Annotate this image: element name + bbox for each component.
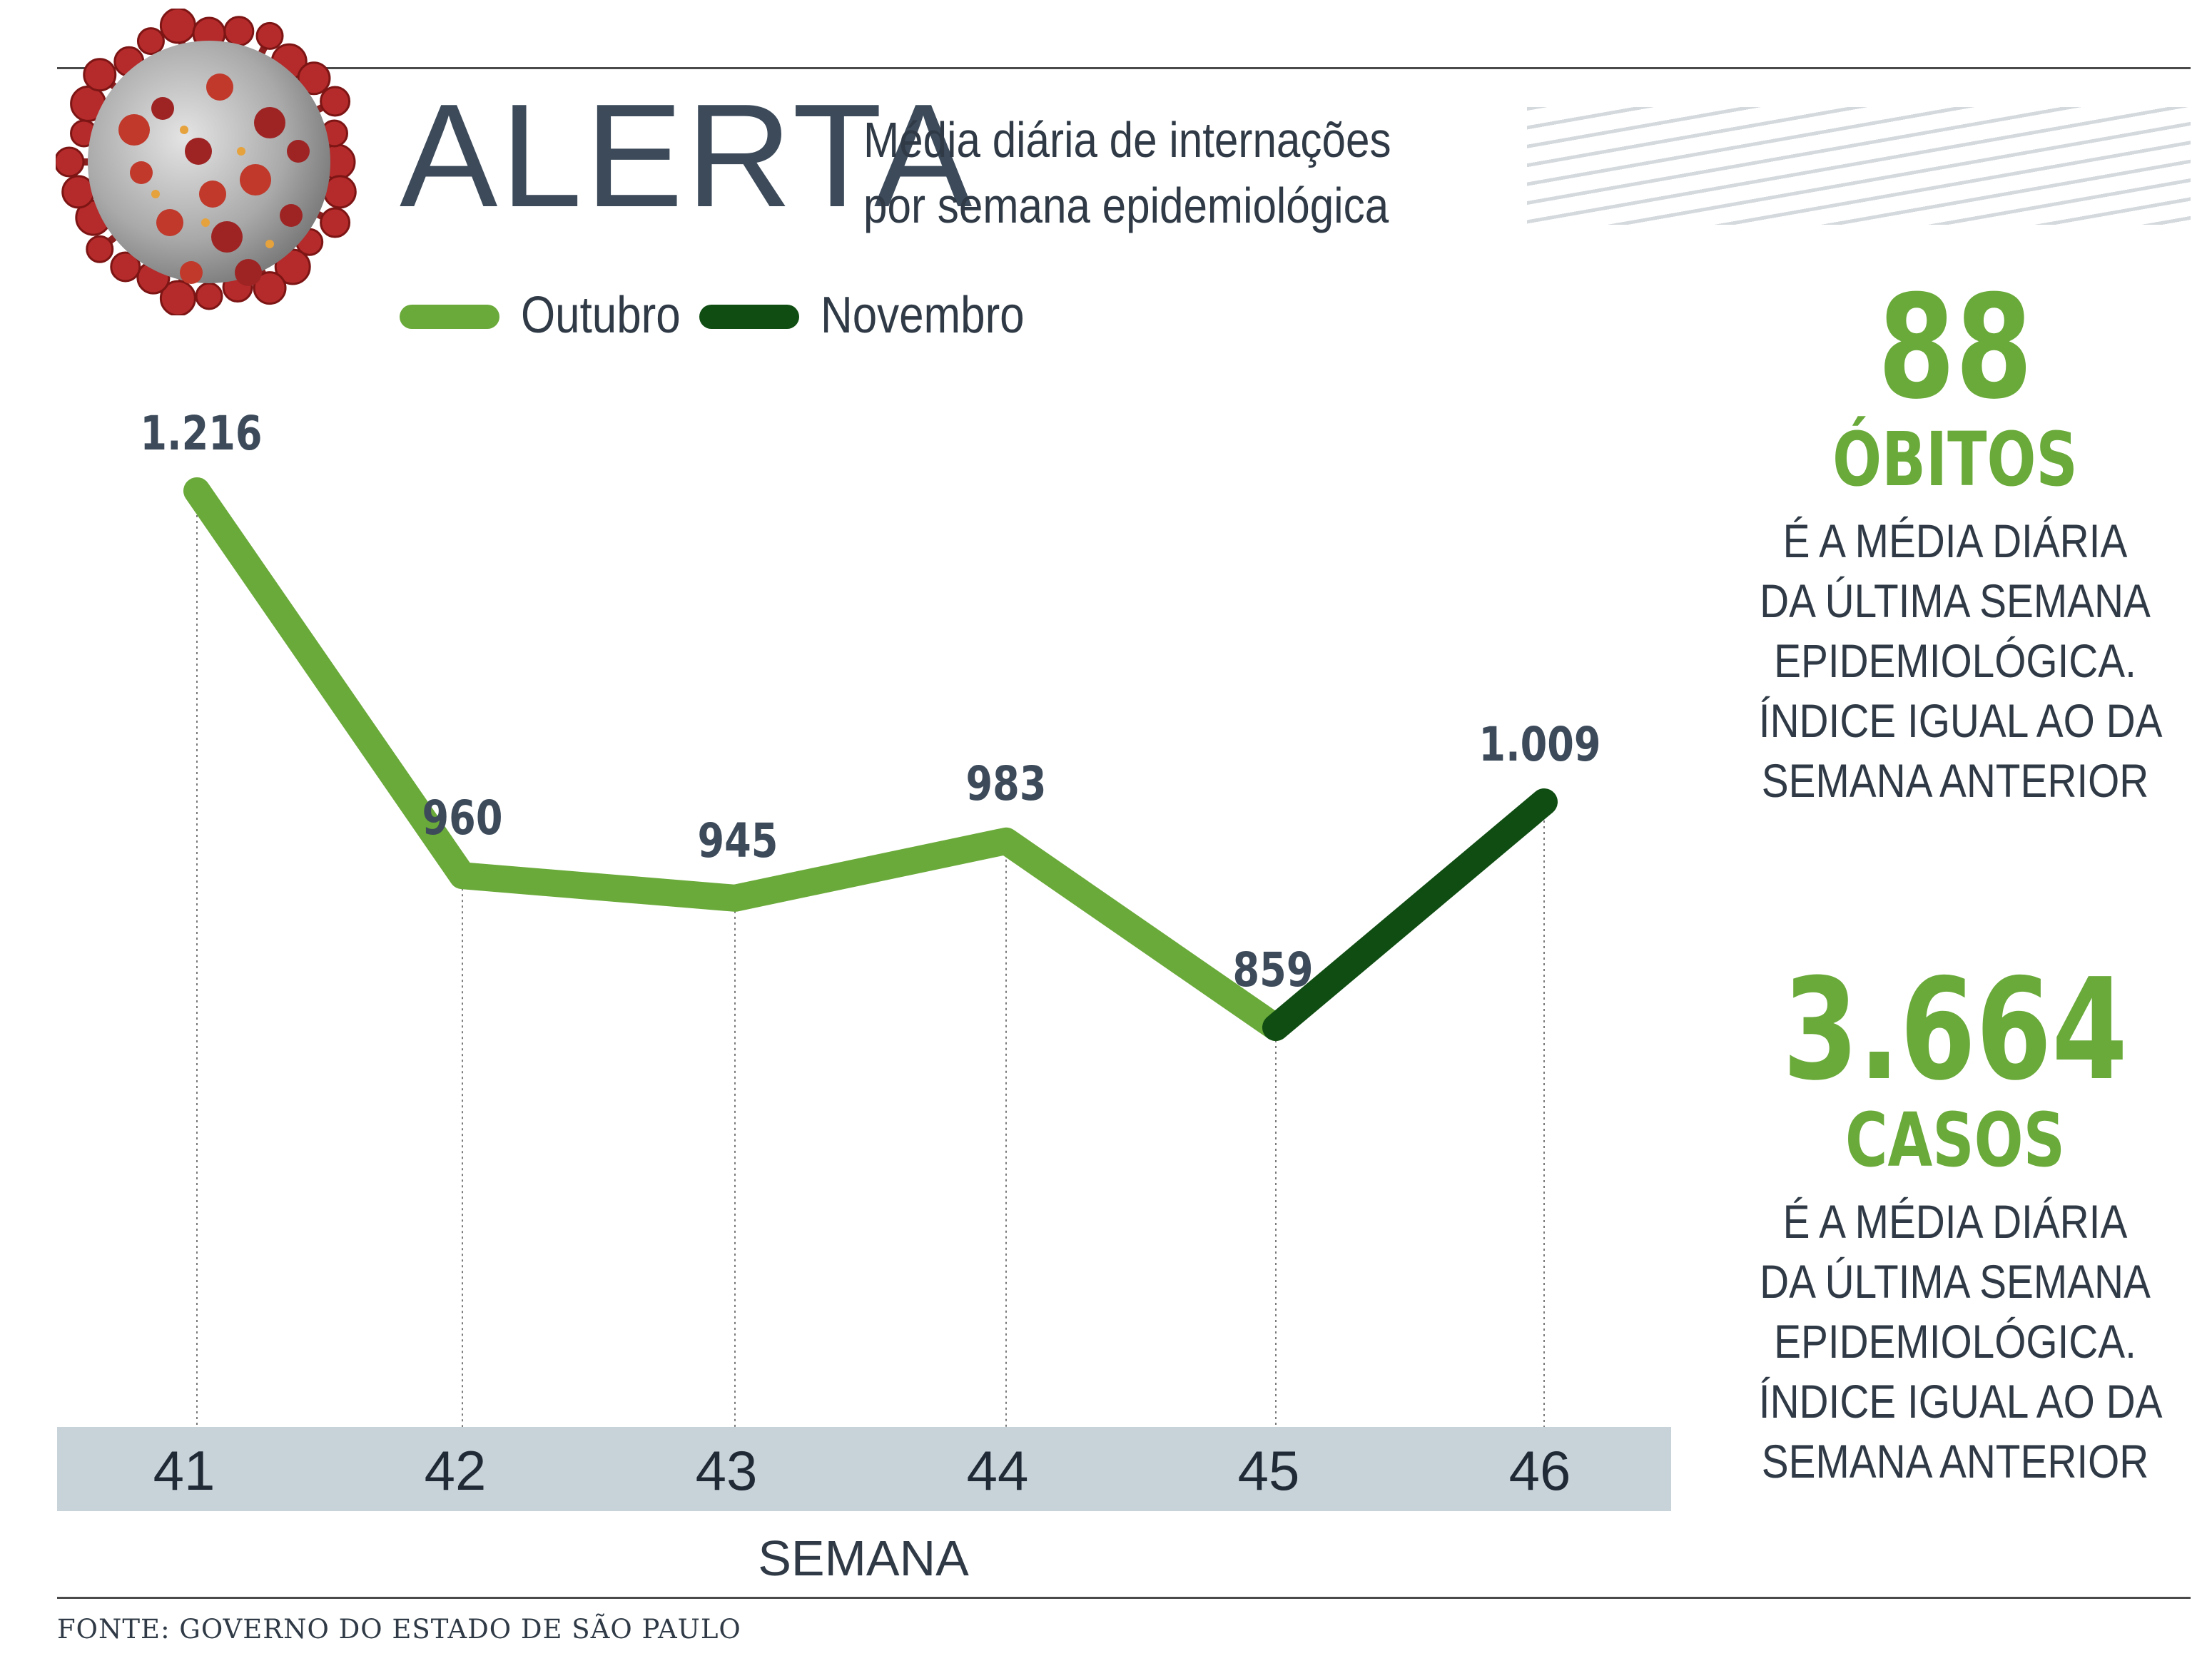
x-axis-band	[57, 1427, 1671, 1511]
cases-note-line: DA ÚLTIMA SEMANA	[1760, 1255, 2151, 1308]
surface-protein	[199, 181, 226, 208]
surface-dot	[201, 218, 210, 227]
surface-dot	[237, 147, 245, 156]
x-tick-41: 41	[153, 1439, 215, 1502]
chart-subtitle: Média diária de internações por semana e…	[863, 107, 1404, 238]
bottom-rule	[57, 1597, 2191, 1599]
top-rule	[57, 67, 2191, 69]
source-note: FONTE: GOVERNO DO ESTADO DE SÃO PAULO	[57, 1614, 741, 1645]
value-label-week-46: 1.009	[1478, 718, 1600, 773]
surface-protein	[180, 261, 203, 284]
surface-protein	[287, 140, 310, 163]
coronavirus-illustration-icon	[56, 9, 357, 315]
x-tick-42: 42	[425, 1439, 487, 1502]
surface-protein	[280, 204, 303, 227]
series-line-outubro	[183, 477, 1289, 1041]
cases-note-line: SEMANA ANTERIOR	[1761, 1435, 2149, 1488]
surface-protein	[118, 114, 150, 146]
deaths-note-line: É A MÉDIA DIÁRIA	[1782, 514, 2128, 567]
subtitle-line-1: Média diária de internações	[863, 112, 1391, 168]
surface-protein	[156, 209, 183, 236]
deaths-note-line: SEMANA ANTERIOR	[1761, 754, 2149, 807]
deaths-unit: ÓBITOS	[1832, 416, 2078, 503]
cases-note-line: É A MÉDIA DIÁRIA	[1782, 1195, 2128, 1248]
spike-head	[56, 146, 85, 178]
surface-dot	[180, 126, 188, 134]
spike-head	[297, 61, 331, 96]
value-label-week-45: 859	[1233, 943, 1314, 998]
surface-protein	[240, 164, 271, 195]
x-tick-44: 44	[967, 1439, 1029, 1502]
decorative-stripes	[1527, 107, 2191, 225]
headline: ALERTA	[400, 73, 975, 238]
value-label-week-44: 983	[966, 757, 1047, 812]
deaths-note-line: ÍNDICE IGUAL AO DA	[1758, 694, 2163, 747]
x-tick-43: 43	[696, 1439, 758, 1502]
value-label-week-41: 1.216	[140, 407, 262, 462]
surface-protein	[254, 107, 285, 138]
series-line-novembro	[1262, 788, 1558, 1041]
surface-protein	[206, 73, 233, 101]
deaths-note-line: EPIDEMIOLÓGICA.	[1774, 634, 2136, 687]
cases-value: 3.664	[1782, 949, 2128, 1112]
surface-protein	[130, 161, 153, 184]
spike-head	[320, 207, 351, 238]
deaths-note-line: DA ÚLTIMA SEMANA	[1760, 574, 2151, 627]
x-axis-label: SEMANA	[758, 1530, 969, 1586]
subtitle-line-2: por semana epidemiológica	[863, 178, 1389, 233]
spike-head	[255, 21, 284, 50]
legend-swatch-novembro	[699, 305, 799, 329]
surface-dot	[151, 190, 160, 198]
spike-head	[159, 280, 196, 315]
x-tick-46: 46	[1509, 1439, 1571, 1502]
spike-head	[86, 235, 114, 263]
spike-head	[110, 251, 141, 283]
legend-label-outubro: Outubro	[521, 287, 681, 344]
legend-label-novembro: Novembro	[821, 287, 1025, 344]
spike-head	[320, 86, 351, 117]
surface-protein	[211, 221, 243, 253]
surface-protein	[151, 97, 174, 120]
cases-note-line: EPIDEMIOLÓGICA.	[1774, 1315, 2136, 1368]
legend-swatch-outubro	[400, 305, 499, 329]
cases-note-line: ÍNDICE IGUAL AO DA	[1758, 1375, 2163, 1428]
surface-dot	[265, 240, 274, 248]
value-label-week-43: 945	[698, 814, 778, 869]
value-label-week-42: 960	[422, 791, 503, 846]
cases-unit: CASOS	[1845, 1097, 2066, 1184]
surface-protein	[185, 138, 212, 165]
x-tick-45: 45	[1238, 1439, 1300, 1502]
cases-stat-panel: 3.664 CASOS É A MÉDIA DIÁRIA DA ÚLTIMA S…	[1727, 960, 2183, 1491]
deaths-stat-panel: 88 ÓBITOS É A MÉDIA DIÁRIA DA ÚLTIMA SEM…	[1727, 277, 2183, 811]
deaths-value: 88	[1877, 265, 2033, 431]
spike-head	[136, 27, 165, 56]
spike-head	[83, 58, 117, 92]
spike-head	[253, 271, 287, 305]
surface-protein	[235, 259, 262, 286]
